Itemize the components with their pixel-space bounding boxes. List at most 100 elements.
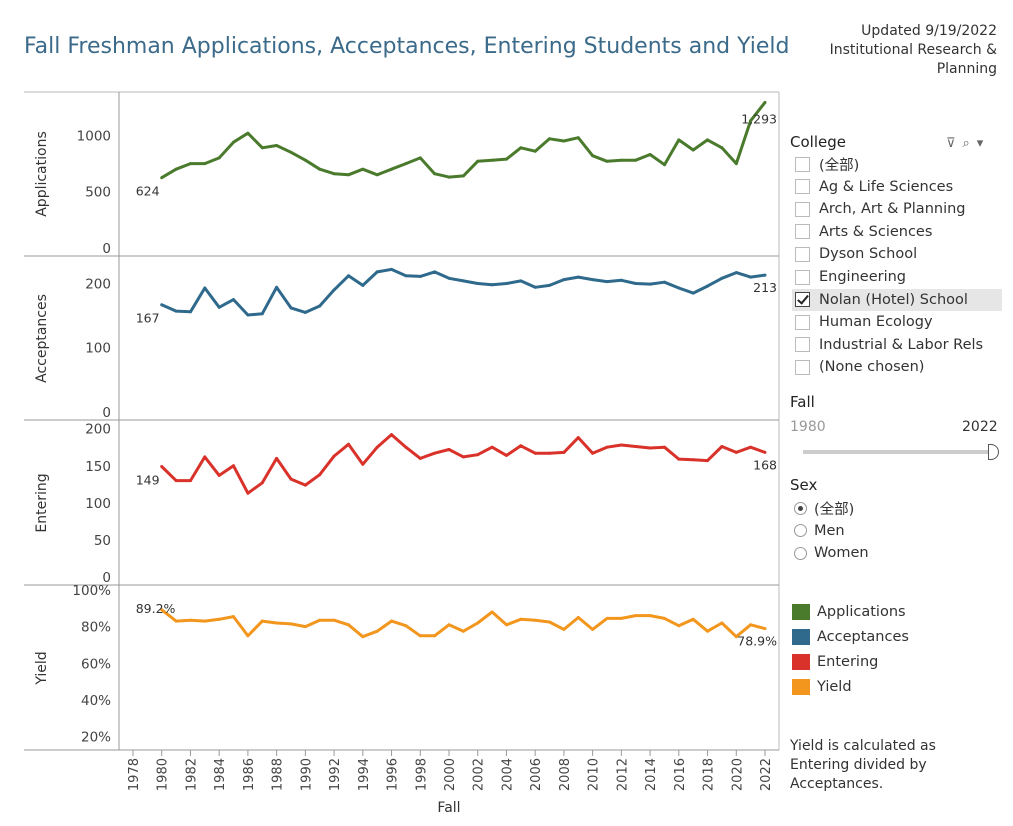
legend-item[interactable]: Yield xyxy=(792,676,852,698)
data-point xyxy=(548,137,551,141)
data-point xyxy=(476,159,480,163)
data-point xyxy=(576,275,580,279)
data-point xyxy=(361,462,365,466)
data-point xyxy=(404,624,408,628)
data-point xyxy=(634,282,638,285)
x-axis-title: Fall xyxy=(437,800,460,816)
updated-date: Updated 9/19/2022 xyxy=(861,23,997,39)
data-point xyxy=(246,131,250,135)
y-axis-title: Acceptances xyxy=(34,294,50,383)
checkbox[interactable] xyxy=(795,314,810,330)
chart-area: Applications050010006241,293Acceptances0… xyxy=(24,91,780,816)
college-option-label: Ag & Life Sciences xyxy=(819,178,954,195)
fall-slider-handle[interactable] xyxy=(988,444,999,460)
checkbox[interactable] xyxy=(795,246,810,262)
data-point xyxy=(375,445,379,449)
data-point xyxy=(533,618,537,622)
legend-item[interactable]: Applications xyxy=(792,601,906,623)
checkbox[interactable] xyxy=(795,292,810,308)
data-point xyxy=(332,454,336,458)
data-point xyxy=(763,273,767,277)
last-value-label: 78.9% xyxy=(737,634,777,649)
search-icon[interactable]: ⌕ xyxy=(962,136,970,151)
sex-option[interactable]: (全部) xyxy=(794,497,854,519)
checkbox[interactable] xyxy=(795,337,810,353)
data-point xyxy=(390,167,393,171)
page-title: Fall Freshman Applications, Acceptances,… xyxy=(24,34,790,59)
first-value-label: 149 xyxy=(136,473,160,488)
data-point xyxy=(562,139,566,143)
legend-item[interactable]: Acceptances xyxy=(792,626,909,648)
data-point xyxy=(691,617,695,621)
data-point xyxy=(619,278,623,282)
series-line-entering xyxy=(160,433,766,495)
data-point xyxy=(591,278,595,282)
college-option[interactable]: Human Ecology xyxy=(792,311,1002,333)
data-point xyxy=(763,627,767,631)
data-point xyxy=(217,617,221,621)
x-tick-label: 2010 xyxy=(587,758,602,791)
org-line-1: Institutional Research & xyxy=(829,42,997,58)
college-option[interactable]: Engineering xyxy=(792,266,1002,288)
data-point xyxy=(634,445,638,448)
checkbox[interactable] xyxy=(795,269,810,285)
college-option[interactable]: Dyson School xyxy=(792,243,1002,265)
data-point xyxy=(691,148,695,152)
radio-button[interactable] xyxy=(794,546,807,560)
data-point xyxy=(490,445,494,449)
data-point xyxy=(361,283,365,287)
x-tick-label: 2006 xyxy=(529,758,544,791)
y-axis-title: Applications xyxy=(34,131,50,217)
x-tick-label: 1996 xyxy=(386,758,401,791)
fall-max-value: 2022 xyxy=(962,419,998,435)
x-tick-label: 1986 xyxy=(242,758,257,791)
college-option[interactable]: (全部) xyxy=(792,153,1002,175)
data-point xyxy=(677,138,681,142)
checkbox[interactable] xyxy=(795,156,810,172)
y-axis-title: Yield xyxy=(34,651,50,685)
college-option-label: Engineering xyxy=(819,269,906,285)
college-option[interactable]: Arch, Art & Planning xyxy=(792,198,1002,220)
college-option[interactable]: (None chosen) xyxy=(792,356,1002,378)
data-point xyxy=(275,144,279,147)
clear-filter-icon[interactable]: ⊽ xyxy=(946,136,956,151)
fall-filter-label: Fall xyxy=(790,393,815,411)
data-point xyxy=(677,624,681,628)
sex-option[interactable]: Men xyxy=(794,520,845,542)
data-point xyxy=(418,456,422,460)
x-tick-label: 1978 xyxy=(127,758,142,791)
legend-label: Yield xyxy=(817,679,852,695)
y-tick-label: 80% xyxy=(81,620,111,636)
data-point xyxy=(749,445,753,449)
checkbox[interactable] xyxy=(795,179,810,195)
checkbox[interactable] xyxy=(795,201,810,217)
college-option[interactable]: Ag & Life Sciences xyxy=(792,176,1002,198)
sex-option-label: Women xyxy=(814,545,869,562)
sex-filter-label: Sex xyxy=(790,476,818,494)
college-option[interactable]: Nolan (Hotel) School xyxy=(792,288,1002,311)
data-point xyxy=(505,157,508,161)
legend-item[interactable]: Entering xyxy=(792,651,878,673)
sex-option[interactable]: Women xyxy=(794,542,869,564)
data-point xyxy=(246,634,250,638)
data-point xyxy=(505,282,508,285)
x-tick-label: 1984 xyxy=(213,758,228,791)
radio-button[interactable] xyxy=(794,501,807,515)
fall-slider-track[interactable] xyxy=(803,450,993,454)
data-point xyxy=(619,158,623,162)
data-point xyxy=(390,267,393,271)
data-point xyxy=(533,285,537,289)
college-option[interactable]: Arts & Sciences xyxy=(792,221,1002,243)
college-option[interactable]: Industrial & Labor Rels xyxy=(792,334,1002,356)
legend-label: Acceptances xyxy=(817,629,909,645)
y-tick-label: 0 xyxy=(102,570,111,586)
x-tick-label: 2016 xyxy=(673,758,688,791)
checkbox[interactable] xyxy=(795,224,810,240)
radio-button[interactable] xyxy=(794,524,807,538)
checkbox[interactable] xyxy=(795,359,810,375)
data-point xyxy=(533,149,537,153)
dropdown-icon[interactable]: ▾ xyxy=(976,136,984,151)
data-point xyxy=(706,459,709,463)
college-option-label: Dyson School xyxy=(819,246,918,263)
data-point xyxy=(433,634,437,638)
